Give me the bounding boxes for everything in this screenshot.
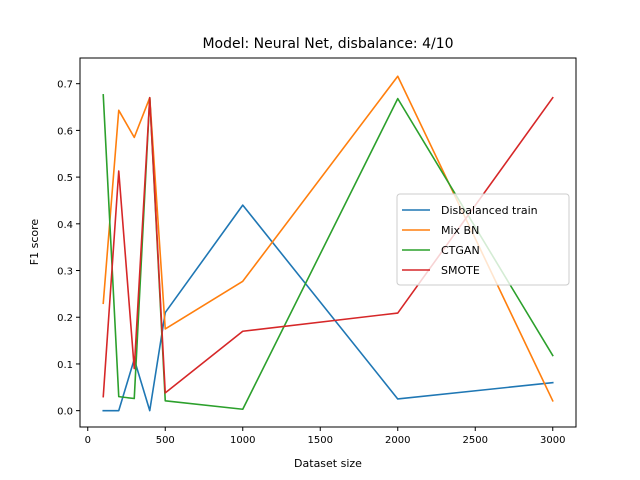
plot-frame (79, 57, 577, 428)
x-axis-label: Dataset size (294, 457, 362, 470)
legend-label: Mix BN (441, 224, 479, 237)
x-tick-label: 2000 (385, 435, 410, 446)
legend-box (396, 193, 570, 286)
x-tick-label: 1000 (230, 435, 255, 446)
y-tick-label: 0.5 (57, 173, 73, 184)
x-tick-label: 0 (85, 435, 91, 446)
legend-label: SMOTE (441, 264, 480, 277)
y-tick-label: 0.6 (57, 126, 73, 137)
y-axis-label: F1 score (28, 219, 41, 266)
legend: Disbalanced train Mix BN CTGAN SMOTE (396, 193, 570, 286)
plot-lines (102, 75, 554, 412)
legend-label: CTGAN (441, 244, 480, 257)
series-line-disbalanced-train (102, 204, 554, 412)
y-tick-label: 0.0 (57, 407, 73, 418)
y-axis-ticks: 0.0 0.1 0.2 0.3 0.4 0.5 0.6 0.7 (57, 80, 80, 418)
y-tick-label: 0.3 (57, 267, 73, 278)
series-line-mix-bn (102, 75, 554, 402)
y-tick-label: 0.1 (57, 360, 73, 371)
x-tick-label: 2500 (463, 435, 488, 446)
legend-label: Disbalanced train (441, 204, 538, 217)
chart-title: Model: Neural Net, disbalance: 4/10 (202, 36, 453, 52)
y-tick-label: 0.7 (57, 80, 73, 91)
x-tick-label: 1500 (308, 435, 333, 446)
y-tick-label: 0.4 (57, 220, 73, 231)
y-tick-label: 0.2 (57, 313, 73, 324)
x-tick-label: 3000 (540, 435, 565, 446)
x-axis-ticks: 0 500 1000 1500 2000 2500 3000 (85, 427, 565, 446)
x-tick-label: 500 (156, 435, 175, 446)
series-line-smote (102, 96, 554, 398)
